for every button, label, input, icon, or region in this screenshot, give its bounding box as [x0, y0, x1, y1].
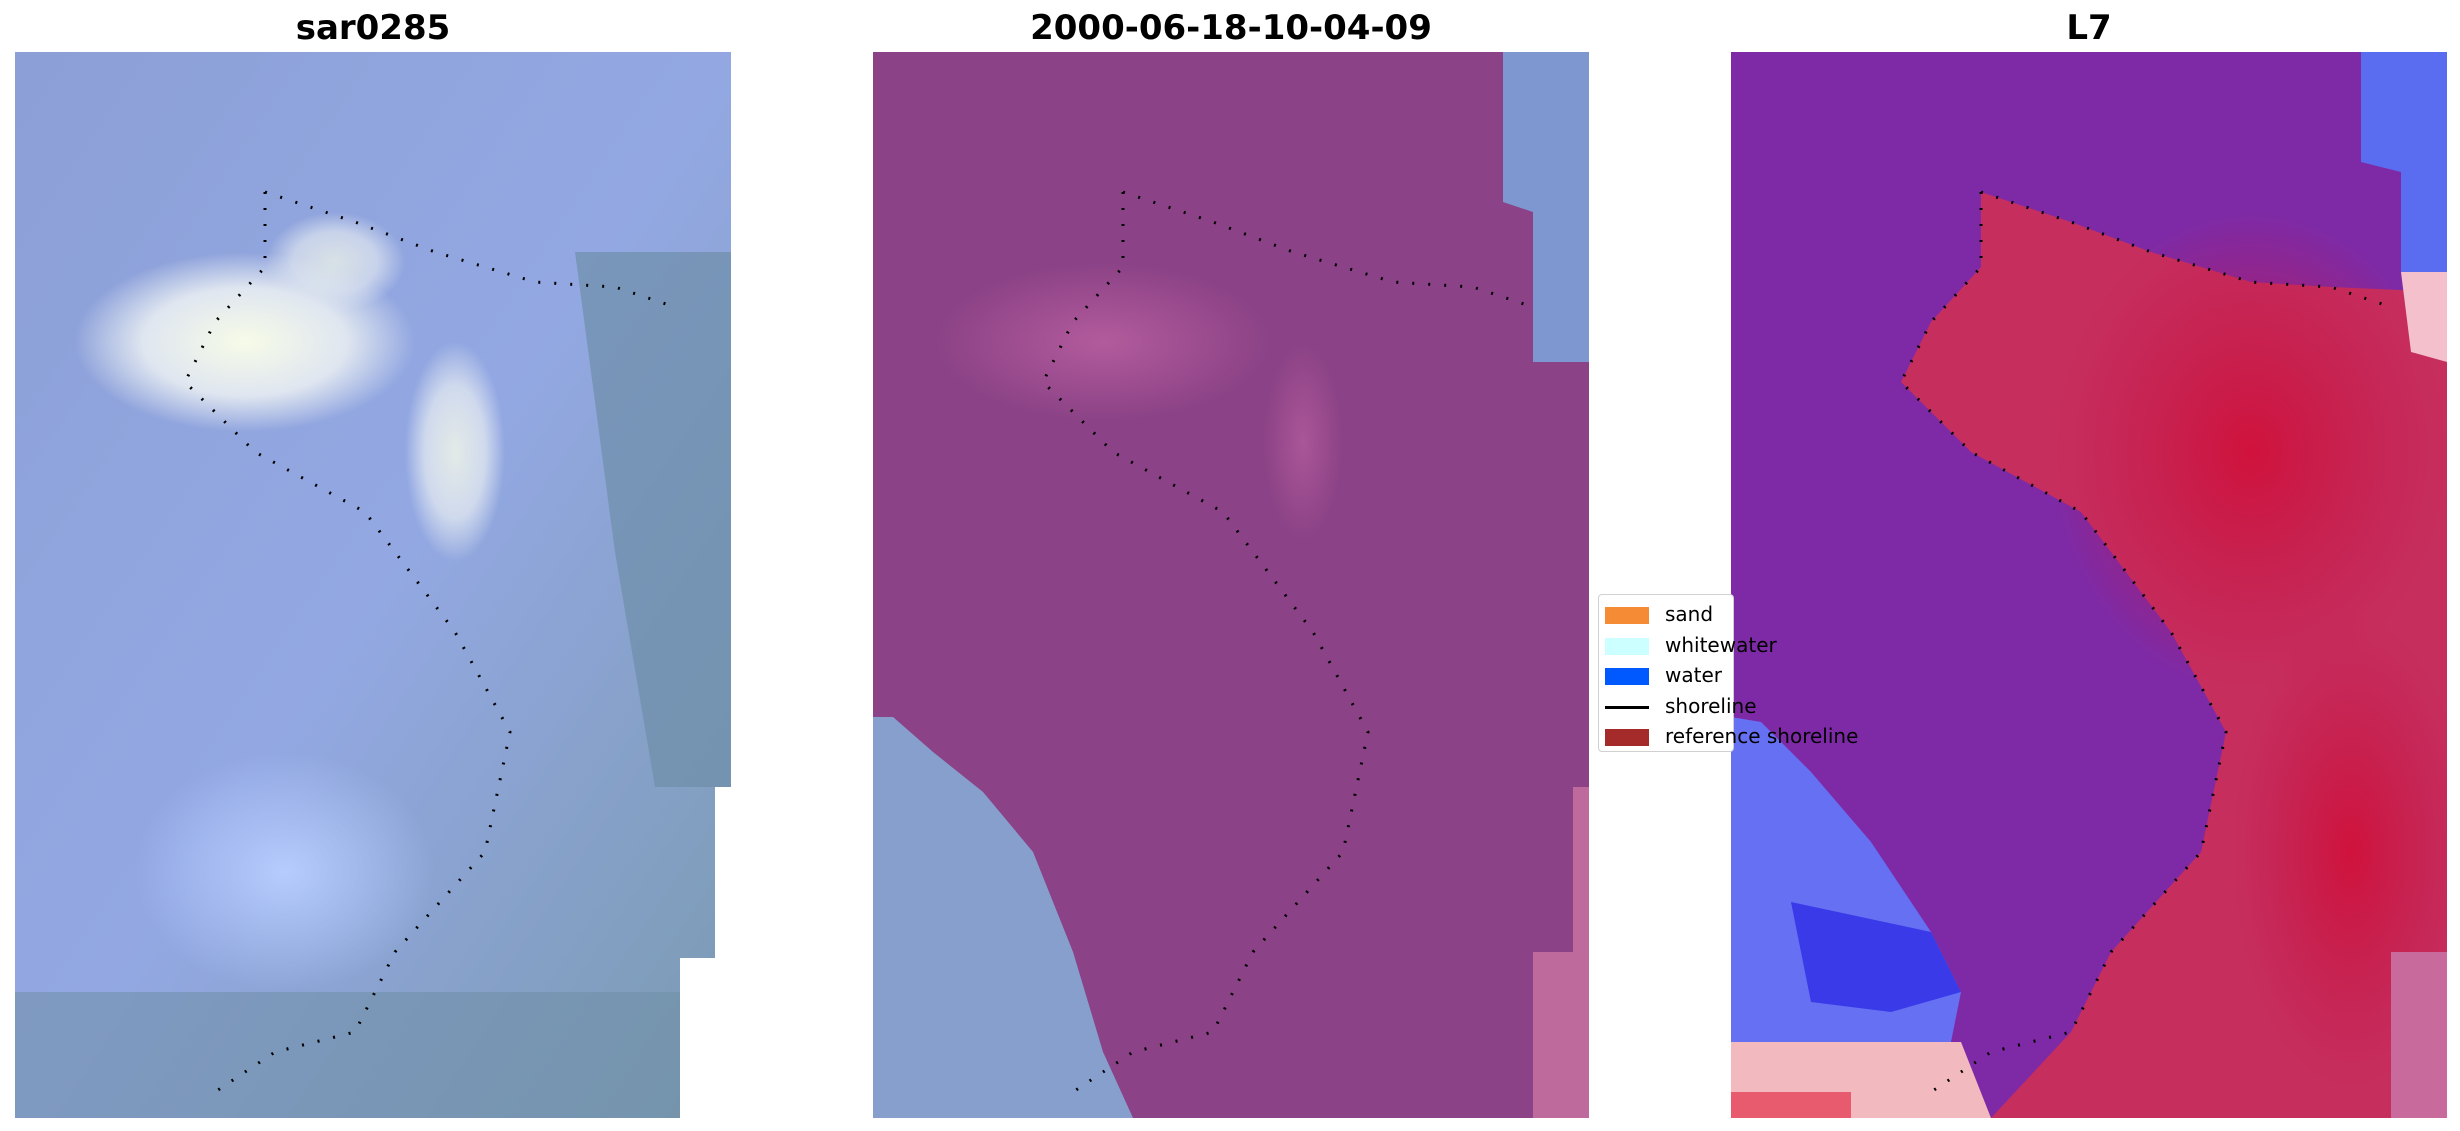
reference-shoreline-swatch-icon [1605, 729, 1649, 746]
legend-label: whitewater [1665, 632, 1777, 657]
panel-title-satellite: L7 [2066, 8, 2112, 48]
panel-title-image: sar0285 [295, 8, 451, 48]
sand-swatch-icon [1605, 607, 1649, 624]
panel-title-date: 2000-06-18-10-04-09 [1030, 8, 1432, 48]
legend-item-reference-shoreline: reference shoreline [1599, 721, 1858, 752]
satellite-rgb-image [15, 52, 731, 1118]
legend-item-water: water [1599, 660, 1733, 691]
legend-label: reference shoreline [1665, 724, 1859, 748]
index-map-image [1731, 52, 2447, 1118]
water-swatch-icon [1605, 668, 1649, 685]
classified-overlay-image [873, 52, 1589, 1118]
legend-label: water [1665, 663, 1722, 687]
legend-item-whitewater: whitewater [1599, 630, 1777, 661]
legend-item-sand: sand [1599, 599, 1733, 630]
legend: sand whitewater water shoreline referenc… [1598, 594, 1858, 752]
legend-label: shoreline [1665, 693, 1757, 718]
legend-label: sand [1665, 602, 1714, 626]
whitewater-swatch-icon [1605, 637, 1649, 655]
shoreline-line-icon [1605, 705, 1649, 709]
legend-item-shoreline: shoreline [1599, 691, 1757, 722]
